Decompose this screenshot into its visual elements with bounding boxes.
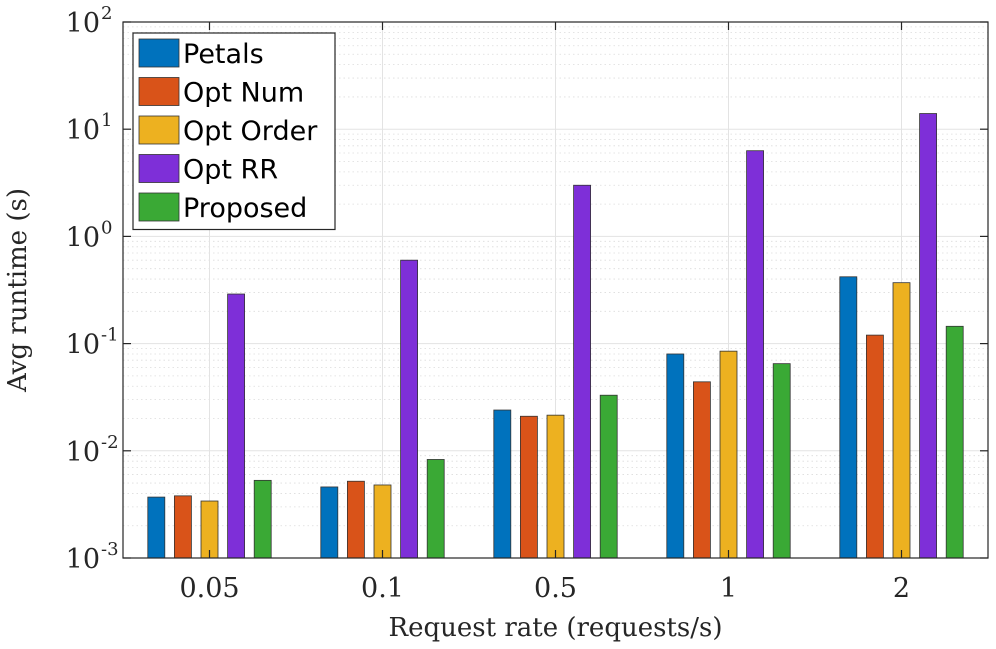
legend-swatch (138, 192, 180, 222)
bar-proposed (945, 325, 964, 559)
bar-proposed (426, 459, 445, 559)
y-tick-exponent: -3 (101, 539, 119, 560)
bar-opt-num (693, 381, 711, 559)
bar-opt-num (173, 495, 192, 559)
y-tick-exponent: -1 (101, 325, 119, 346)
bar-proposed (772, 363, 791, 559)
bar-proposed (599, 394, 618, 559)
bar-opt-order (892, 282, 911, 559)
x-tick-label: 0.1 (361, 573, 404, 604)
x-axis-ticks: 0.05 0.1 0.5 1 2 (179, 22, 910, 604)
legend-label: Proposed (183, 193, 307, 224)
bar-opt-order (546, 414, 565, 559)
legend-label: Opt RR (183, 155, 278, 186)
bar-opt-num (866, 334, 884, 559)
legend-swatch (138, 154, 180, 183)
y-tick-label: 10 (66, 8, 100, 39)
x-tick-label: 0.05 (179, 573, 239, 604)
y-tick-exponent: -2 (101, 432, 119, 453)
bar-proposed (253, 479, 272, 559)
y-tick-label: 10 (66, 437, 100, 468)
bar-opt-rr (227, 293, 246, 559)
legend-swatch (138, 77, 180, 106)
bar-petals (839, 276, 858, 559)
legend: Petals Opt Num Opt Order Opt RR Proposed (132, 32, 336, 231)
y-tick-exponent: 1 (101, 110, 112, 131)
y-tick-label: 10 (66, 330, 100, 361)
bar-opt-rr (573, 184, 591, 559)
x-axis-label: Request rate (requests/s) (389, 613, 723, 643)
bar-opt-rr (919, 113, 937, 559)
legend-label: Opt Order (183, 116, 318, 147)
y-tick-exponent: 0 (101, 217, 112, 238)
bar-opt-rr (400, 259, 419, 559)
bar-petals (320, 486, 339, 559)
y-tick-exponent: 2 (101, 3, 112, 24)
legend-swatch (138, 115, 180, 145)
bar-opt-rr (746, 150, 764, 559)
bar-opt-num (346, 480, 365, 559)
x-tick-label: 1 (720, 573, 737, 604)
legend-swatch (138, 38, 180, 68)
x-tick-label: 0.5 (534, 573, 577, 604)
y-tick-label: 10 (66, 222, 100, 253)
bar-opt-order (719, 350, 738, 559)
bar-opt-num (520, 415, 538, 559)
y-tick-label: 10 (66, 115, 100, 146)
legend-label: Opt Num (183, 78, 304, 109)
legend-label: Petals (183, 39, 264, 70)
x-tick-label: 2 (893, 573, 910, 604)
bars (147, 113, 964, 559)
bar-opt-order (200, 500, 219, 559)
bar-petals (493, 409, 512, 559)
bar-petals (147, 496, 166, 559)
y-tick-label: 10 (66, 544, 100, 575)
y-axis-label: Avg runtime (s) (3, 188, 33, 393)
bar-opt-order (373, 484, 392, 559)
bar-petals (666, 353, 685, 559)
